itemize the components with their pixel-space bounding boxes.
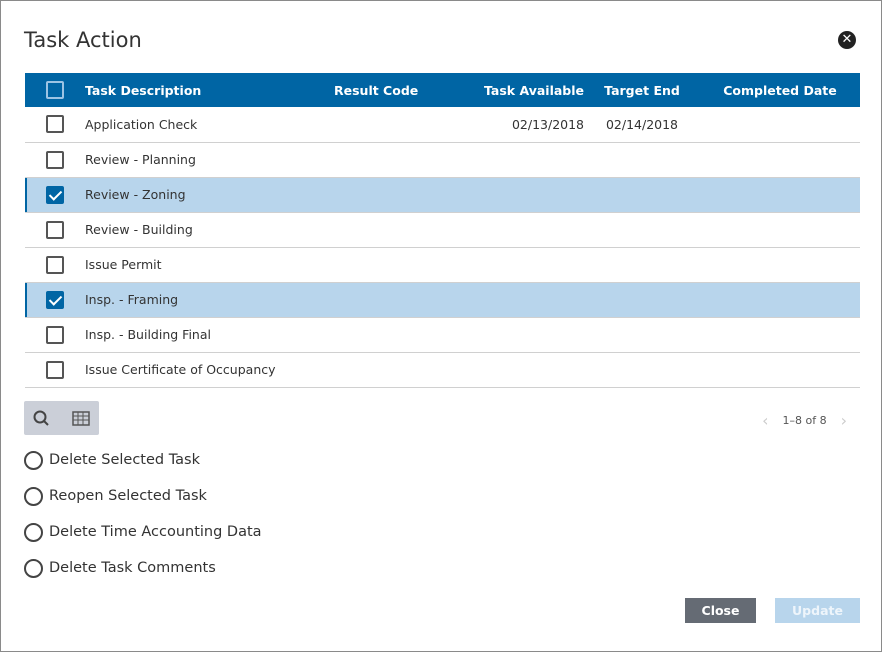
cell-completed-date	[700, 247, 860, 283]
option-label: Delete Time Accounting Data	[49, 524, 262, 540]
cell-result-code	[334, 177, 464, 213]
cell-completed-date	[700, 177, 860, 213]
cell-task-description: Insp. - Building Final	[85, 317, 334, 353]
checkbox-cell	[25, 247, 85, 283]
option-delete-selected-task[interactable]: Delete Selected Task	[24, 442, 262, 478]
prev-page-icon[interactable]: ‹	[762, 411, 769, 430]
cell-task-description: Insp. - Framing	[85, 282, 334, 318]
radio-icon[interactable]	[24, 558, 43, 578]
pagination: ‹ 1–8 of 8 ›	[762, 411, 847, 430]
option-label: Reopen Selected Task	[49, 488, 207, 504]
cell-target-end	[584, 177, 700, 213]
cell-task-description: Review - Planning	[85, 142, 334, 178]
radio-icon[interactable]	[24, 486, 43, 506]
cell-completed-date	[700, 317, 860, 353]
table-row[interactable]: Issue Certificate of Occupancy	[25, 352, 860, 388]
cell-result-code	[334, 212, 464, 248]
cell-result-code	[334, 317, 464, 353]
cell-task-available	[464, 142, 584, 178]
cell-target-end	[584, 317, 700, 353]
option-delete-time-accounting[interactable]: Delete Time Accounting Data	[24, 514, 262, 550]
search-icon[interactable]	[32, 409, 52, 429]
radio-icon[interactable]	[24, 450, 43, 470]
update-button[interactable]: Update	[775, 598, 860, 623]
option-label: Delete Task Comments	[49, 560, 216, 576]
checkbox-cell	[25, 352, 85, 388]
checkbox-cell	[25, 282, 85, 318]
row-checkbox[interactable]	[46, 220, 64, 239]
checkbox-cell	[25, 107, 85, 143]
checkbox-cell	[25, 142, 85, 178]
cell-task-available	[464, 247, 584, 283]
cell-task-description: Issue Certificate of Occupancy	[85, 352, 334, 388]
cell-result-code	[334, 107, 464, 143]
close-button[interactable]: Close	[685, 598, 756, 623]
cell-task-available	[464, 317, 584, 353]
grid-columns-icon[interactable]	[71, 409, 91, 429]
col-task-available[interactable]: Task Available	[464, 73, 584, 107]
cell-task-description: Review - Zoning	[85, 177, 334, 213]
cell-completed-date	[700, 212, 860, 248]
pager-text: 1–8 of 8	[782, 414, 827, 427]
cell-target-end	[584, 282, 700, 318]
checkbox-cell	[25, 317, 85, 353]
table-row[interactable]: Issue Permit	[25, 247, 860, 283]
cell-completed-date	[700, 282, 860, 318]
checkbox-cell	[25, 177, 85, 213]
row-checkbox[interactable]	[46, 360, 64, 379]
cell-target-end	[584, 212, 700, 248]
table-toolbar	[24, 401, 99, 435]
select-all-checkbox[interactable]	[46, 81, 64, 99]
radio-icon[interactable]	[24, 522, 43, 542]
cell-result-code	[334, 247, 464, 283]
cell-target-end	[584, 247, 700, 283]
cell-task-available	[464, 282, 584, 318]
dialog-title: Task Action	[24, 28, 142, 52]
table-row[interactable]: Review - Planning	[25, 142, 860, 178]
table-row[interactable]: Insp. - Framing	[25, 282, 860, 318]
option-label: Delete Selected Task	[49, 452, 201, 468]
cell-result-code	[334, 142, 464, 178]
cell-task-available	[464, 177, 584, 213]
table-row[interactable]: Insp. - Building Final	[25, 317, 860, 353]
cell-task-available: 02/13/2018	[464, 107, 584, 143]
cell-result-code	[334, 282, 464, 318]
cell-completed-date	[700, 352, 860, 388]
cell-task-available	[464, 212, 584, 248]
row-checkbox[interactable]	[46, 115, 64, 134]
row-checkbox[interactable]	[46, 290, 64, 309]
table-header: Task Description Result Code Task Availa…	[25, 73, 860, 107]
row-checkbox[interactable]	[46, 150, 64, 169]
row-checkbox[interactable]	[46, 325, 64, 344]
task-table: Task Description Result Code Task Availa…	[25, 73, 860, 388]
cell-task-description: Review - Building	[85, 212, 334, 248]
table-row[interactable]: Application Check 02/13/2018 02/14/2018	[25, 107, 860, 143]
col-result-code[interactable]: Result Code	[334, 73, 464, 107]
table-row[interactable]: Review - Zoning	[25, 177, 860, 213]
cell-target-end	[584, 352, 700, 388]
cell-target-end	[584, 142, 700, 178]
row-checkbox[interactable]	[46, 255, 64, 274]
option-delete-task-comments[interactable]: Delete Task Comments	[24, 550, 262, 586]
close-icon[interactable]: ✕	[838, 31, 856, 49]
cell-completed-date	[700, 142, 860, 178]
cell-target-end: 02/14/2018	[584, 107, 700, 143]
next-page-icon[interactable]: ›	[840, 411, 847, 430]
row-checkbox[interactable]	[46, 185, 64, 204]
table-row[interactable]: Review - Building	[25, 212, 860, 248]
cell-task-description: Issue Permit	[85, 247, 334, 283]
cell-task-description: Application Check	[85, 107, 334, 143]
col-completed-date[interactable]: Completed Date	[700, 73, 860, 107]
option-reopen-selected-task[interactable]: Reopen Selected Task	[24, 478, 262, 514]
col-target-end[interactable]: Target End	[584, 73, 700, 107]
col-task-description[interactable]: Task Description	[85, 73, 334, 107]
cell-task-available	[464, 352, 584, 388]
cell-result-code	[334, 352, 464, 388]
checkbox-cell	[25, 212, 85, 248]
action-options: Delete Selected Task Reopen Selected Tas…	[24, 442, 262, 586]
cell-completed-date	[700, 107, 860, 143]
